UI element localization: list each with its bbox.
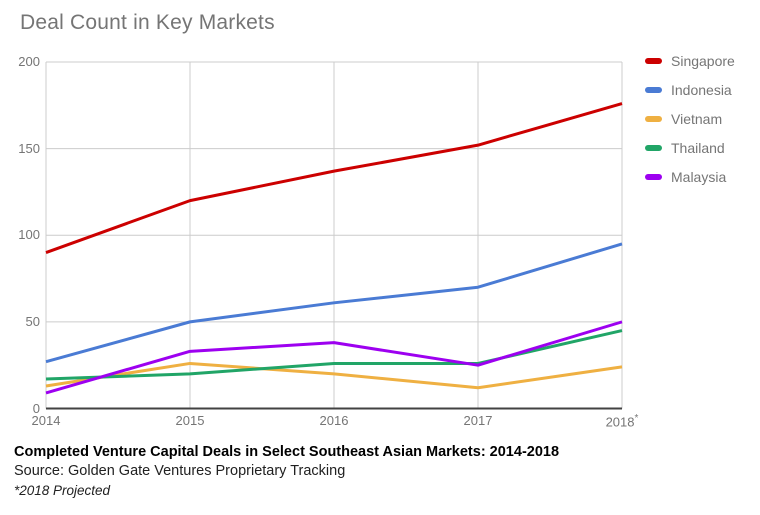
chart-legend: Singapore Indonesia Vietnam Thailand Mal…: [645, 52, 735, 185]
legend-label-singapore: Singapore: [671, 52, 735, 69]
plot-svg: [45, 61, 623, 410]
projected-asterisk: *: [634, 413, 639, 424]
series-line-singapore: [45, 102, 623, 254]
legend-item-vietnam: Vietnam: [645, 110, 735, 127]
caption-note: *2018 Projected: [14, 483, 111, 498]
y-tick-50: 50: [25, 313, 40, 329]
x-tick-2016: 2016: [319, 413, 349, 428]
legend-item-malaysia: Malaysia: [645, 168, 735, 185]
y-tick-100: 100: [18, 227, 40, 243]
legend-label-thailand: Thailand: [671, 139, 725, 156]
series-line-malaysia: [45, 320, 623, 395]
malaysia-line-swatch-icon: [645, 173, 662, 180]
series-line-indonesia: [45, 242, 623, 364]
chart-title: Deal Count in Key Markets: [20, 11, 275, 34]
x-tick-2018-year: 2018: [605, 414, 635, 430]
legend-item-thailand: Thailand: [645, 139, 735, 156]
singapore-line-swatch-icon: [645, 57, 662, 64]
legend-item-singapore: Singapore: [645, 52, 735, 69]
series-line-vietnam: [45, 361, 623, 390]
indonesia-line-swatch-icon: [645, 86, 662, 93]
legend-label-malaysia: Malaysia: [671, 168, 727, 185]
y-tick-0: 0: [32, 400, 40, 416]
caption-title: Completed Venture Capital Deals in Selec…: [14, 444, 560, 460]
x-tick-2018: 2018*: [582, 413, 662, 429]
vietnam-line-swatch-icon: [645, 115, 662, 122]
y-tick-200: 200: [18, 54, 40, 69]
x-tick-2015: 2015: [175, 413, 205, 428]
series-line-thailand: [45, 329, 623, 381]
legend-label-vietnam: Vietnam: [671, 110, 723, 127]
caption-block: Completed Venture Capital Deals in Selec…: [14, 443, 559, 500]
caption-source: Source: Golden Gate Ventures Proprietary…: [14, 463, 346, 479]
x-tick-2017: 2017: [463, 413, 493, 428]
legend-label-indonesia: Indonesia: [671, 81, 732, 98]
legend-item-indonesia: Indonesia: [645, 81, 735, 98]
x-tick-2014: 2014: [31, 413, 61, 428]
y-tick-150: 150: [18, 140, 40, 156]
thailand-line-swatch-icon: [645, 144, 662, 151]
